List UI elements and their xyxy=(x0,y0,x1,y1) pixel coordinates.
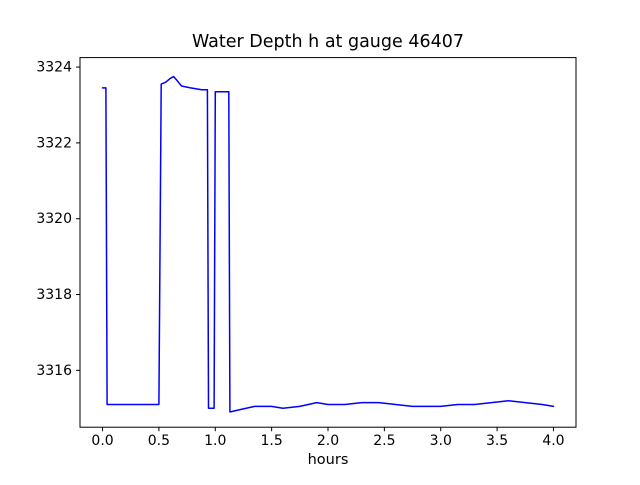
x-tick-label: 1.5 xyxy=(261,433,283,449)
x-tick-label: 0.0 xyxy=(91,433,113,449)
x-axis-label: hours xyxy=(308,452,349,468)
x-tick-label: 2.5 xyxy=(373,433,395,449)
x-tick-label: 3.0 xyxy=(430,433,452,449)
x-tick-label: 4.0 xyxy=(542,433,564,449)
x-tick-label: 1.0 xyxy=(204,433,226,449)
y-tick-label: 3316 xyxy=(36,363,72,379)
y-tick-label: 3324 xyxy=(36,60,72,76)
series-line-water-depth xyxy=(101,75,555,413)
y-tick-label: 3322 xyxy=(36,135,72,151)
axes-frame xyxy=(79,57,577,428)
y-tick-label: 3320 xyxy=(36,211,72,227)
x-tick-label: 2.0 xyxy=(317,433,339,449)
y-tick-label: 3318 xyxy=(36,287,72,303)
chart-title: Water Depth h at gauge 46407 xyxy=(192,32,464,52)
x-tick-label: 3.5 xyxy=(486,433,508,449)
x-tick-label: 0.5 xyxy=(148,433,170,449)
